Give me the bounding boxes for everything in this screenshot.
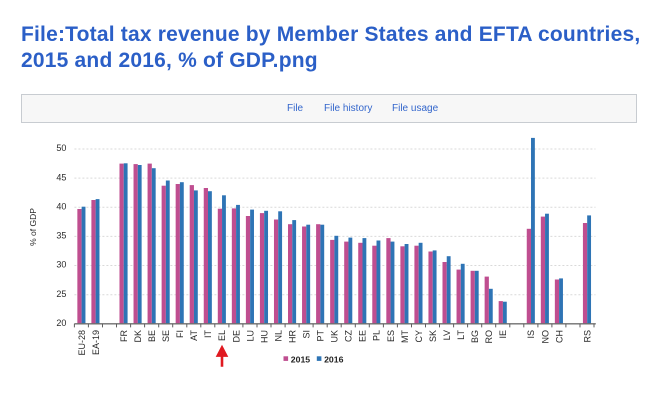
svg-text:2015: 2015 [291,354,310,364]
svg-text:FI: FI [175,330,185,338]
svg-text:2016: 2016 [324,354,343,364]
svg-text:RS: RS [582,330,592,343]
svg-text:EL: EL [217,330,227,341]
svg-text:EE: EE [358,330,368,342]
svg-text:20: 20 [56,318,66,328]
svg-text:CZ: CZ [344,330,354,342]
svg-text:ES: ES [386,330,396,342]
svg-text:EU-28: EU-28 [77,330,87,356]
svg-text:MT: MT [400,330,410,343]
svg-text:NO: NO [540,330,550,344]
svg-text:LU: LU [245,330,255,342]
svg-text:BE: BE [147,330,157,342]
svg-text:LV: LV [442,330,452,340]
svg-text:RO: RO [484,330,494,344]
svg-text:% of GDP: % of GDP [28,208,38,246]
svg-text:30: 30 [56,260,66,270]
svg-text:BG: BG [470,330,480,343]
svg-text:FR: FR [119,330,129,342]
svg-text:DK: DK [133,330,143,343]
svg-text:LT: LT [456,330,466,340]
svg-text:SI: SI [302,330,312,339]
svg-text:HU: HU [259,330,269,343]
svg-text:SE: SE [161,330,171,342]
svg-text:CY: CY [414,330,424,343]
svg-text:EA-19: EA-19 [91,330,101,355]
svg-text:40: 40 [56,202,66,212]
svg-text:IS: IS [526,330,536,339]
svg-text:PT: PT [316,330,326,342]
svg-text:50: 50 [56,143,66,153]
svg-text:DE: DE [231,330,241,343]
svg-text:35: 35 [56,231,66,241]
svg-text:45: 45 [56,172,66,182]
svg-text:NL: NL [273,330,283,342]
svg-text:25: 25 [56,289,66,299]
svg-text:CH: CH [554,330,564,343]
svg-text:HR: HR [288,330,298,343]
svg-text:SK: SK [428,330,438,342]
svg-text:PL: PL [372,330,382,341]
svg-text:IT: IT [203,329,213,338]
svg-text:AT: AT [189,330,199,341]
svg-text:IE: IE [498,330,508,339]
svg-text:UK: UK [330,330,340,343]
